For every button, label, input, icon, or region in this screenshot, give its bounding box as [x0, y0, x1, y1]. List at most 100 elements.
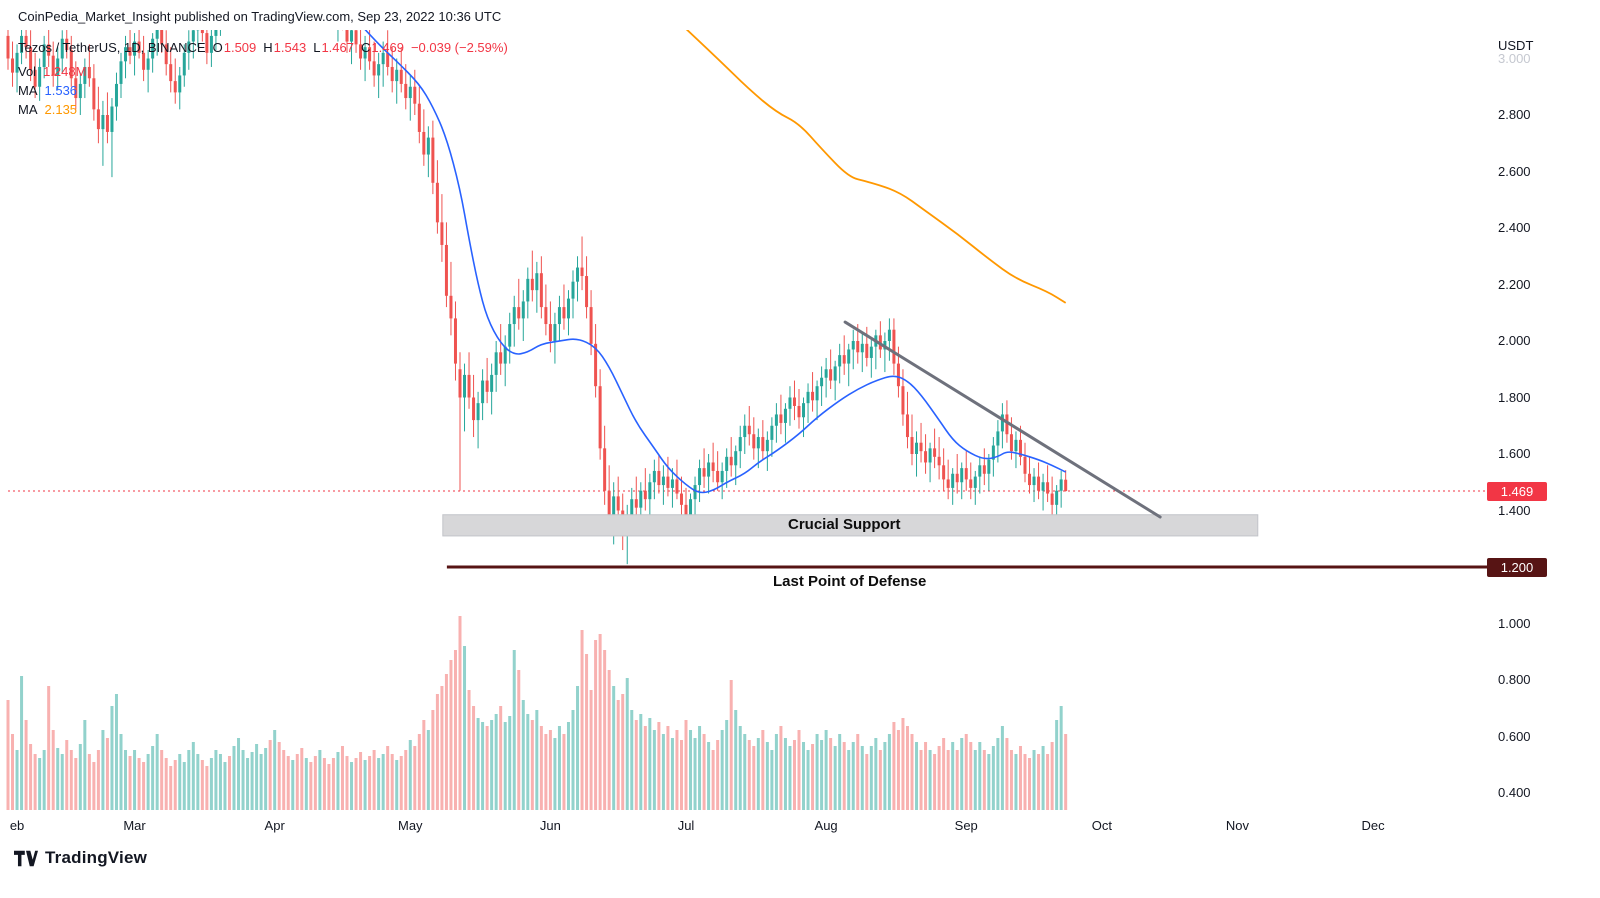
volume-bar: [557, 726, 561, 810]
volume-bar: [915, 742, 919, 810]
volume-bar: [259, 754, 263, 810]
volume-bar: [368, 756, 372, 810]
volume-bar: [444, 674, 448, 810]
candle-body: [169, 64, 173, 82]
volume-bar: [580, 630, 584, 810]
volume-bar: [675, 730, 679, 810]
price-chart-svg[interactable]: [0, 30, 1545, 812]
volume-bar: [774, 734, 778, 810]
candle-body: [847, 349, 851, 364]
volume-bar: [1064, 734, 1068, 810]
volume-bar: [273, 730, 277, 810]
candle-body: [973, 476, 977, 488]
candle-body: [666, 476, 670, 488]
candle-body: [1028, 473, 1032, 486]
candle-body: [390, 66, 394, 82]
volume-bar: [783, 738, 787, 810]
candle-body: [517, 307, 521, 319]
candle-body: [146, 58, 150, 70]
volume-bar: [218, 754, 222, 810]
tradingview-logo-icon[interactable]: [14, 849, 38, 868]
defense-annotation[interactable]: Last Point of Defense: [773, 573, 927, 590]
candle-body: [453, 318, 457, 364]
candle-body: [820, 377, 824, 387]
volume-bar: [291, 760, 295, 810]
candle-body: [842, 355, 846, 364]
legend-ma1-row: MA 1.536: [18, 81, 508, 100]
candle-body: [205, 33, 209, 53]
candle-body: [65, 38, 69, 51]
volume-bar: [318, 750, 322, 810]
candle-body: [928, 448, 932, 463]
volume-bar: [1009, 750, 1013, 810]
volume-bar: [1055, 720, 1059, 810]
candle-body: [1000, 414, 1004, 432]
candle-body: [47, 44, 51, 56]
candle-body: [182, 52, 186, 76]
volume-bar: [734, 710, 738, 810]
volume-bar: [765, 742, 769, 810]
volume-layer: [6, 616, 1068, 810]
volume-bar: [408, 740, 412, 810]
price-tick-label: 0.400: [1498, 785, 1531, 800]
volume-bar: [327, 764, 331, 810]
volume-bar: [74, 758, 78, 810]
candle-body: [915, 442, 919, 454]
time-axis[interactable]: eb Mar Apr May Jun Jul Aug Sep Oct Nov Dec: [0, 812, 1600, 842]
candle-body: [137, 41, 141, 53]
volume-bar: [499, 706, 503, 810]
volume-bar: [363, 760, 367, 810]
chart-canvas[interactable]: Tezos / TetherUS, 1D, BINANCE O1.509 H1.…: [0, 30, 1545, 812]
descending-trendline[interactable]: [843, 320, 1162, 519]
candle-body: [29, 47, 33, 70]
candle-body: [657, 470, 661, 486]
candle-body: [634, 499, 638, 508]
volume-bar: [738, 726, 742, 810]
support-annotation[interactable]: Crucial Support: [788, 516, 901, 533]
volume-bar: [670, 738, 674, 810]
candle-body: [955, 473, 959, 483]
candle-body: [824, 369, 828, 378]
tradingview-wordmark[interactable]: TradingView: [45, 848, 148, 867]
volume-bar: [24, 720, 28, 810]
candle-body: [1005, 414, 1009, 435]
candle-body: [33, 69, 37, 87]
price-tick-label: 0.600: [1498, 728, 1531, 744]
candle-body: [1009, 434, 1013, 452]
volume-bar: [60, 754, 64, 810]
volume-bar: [991, 746, 995, 810]
candle-body: [607, 490, 611, 517]
volume-bar: [562, 734, 566, 810]
ma1-label: MA: [18, 83, 38, 98]
volume-bar: [309, 762, 313, 810]
currency-label: USDT: [1498, 38, 1534, 53]
volume-bar: [951, 742, 955, 810]
month-label: May: [397, 818, 423, 833]
candle-body: [440, 222, 444, 245]
candle-body: [74, 78, 78, 99]
volume-bar: [526, 714, 530, 810]
candle-body: [838, 355, 842, 367]
candle-body: [919, 442, 923, 452]
volume-bar: [187, 750, 191, 810]
price-tick-label: 2.800: [1498, 107, 1531, 122]
volume-bar: [78, 744, 82, 810]
volume-bar: [829, 738, 833, 810]
volume-bar: [467, 690, 471, 810]
volume-bar: [711, 750, 715, 810]
candle-body: [765, 439, 769, 452]
volume-bar: [209, 758, 213, 810]
candle-body: [395, 69, 399, 82]
volume-bar: [200, 760, 204, 810]
symbol-title[interactable]: Tezos / TetherUS, 1D, BINANCE: [18, 40, 206, 55]
candle-body: [978, 465, 982, 477]
candle-body: [1055, 490, 1059, 505]
price-axis[interactable]: USDT 1.469 1.200 3.000 2.800 2.600 2.400 2.2…: [1487, 30, 1600, 840]
candle-body: [603, 448, 607, 491]
candle-body: [56, 58, 60, 76]
crucial-support-band[interactable]: [442, 514, 1259, 537]
volume-bar: [286, 756, 290, 810]
volume-bar: [182, 762, 186, 810]
price-tick-label: 3.000: [1498, 50, 1531, 66]
candle-body: [946, 479, 950, 488]
